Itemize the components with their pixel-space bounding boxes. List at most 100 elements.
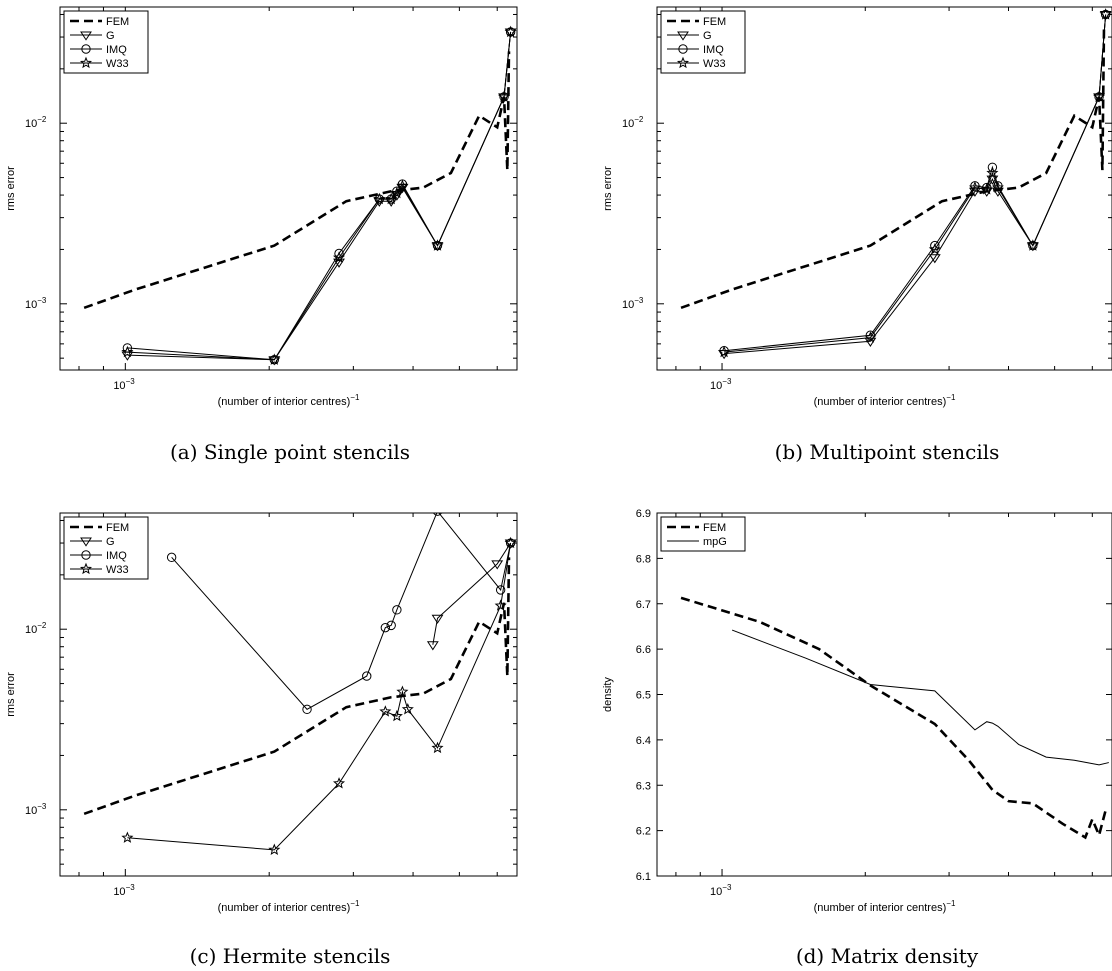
data-point-imq: [433, 513, 442, 516]
series-group: [680, 596, 1109, 840]
legend-label: W33: [106, 58, 129, 70]
y-axis-label: rms error: [5, 672, 17, 717]
y-tick-label: 10−2: [25, 115, 47, 130]
data-point-g: [431, 614, 444, 624]
data-point-w33: [396, 179, 409, 191]
data-point-w33: [121, 831, 134, 843]
y-axis-label: rms error: [602, 166, 614, 211]
series-line-w33: [127, 31, 512, 361]
y-axis-label: density: [602, 677, 614, 712]
legend-label: G: [106, 536, 115, 548]
data-point-imq: [495, 585, 506, 595]
data-point-w33: [332, 777, 346, 789]
x-axis-label: (number of interior centres)−1: [218, 393, 360, 408]
panel-b: 10−3 10−3 10−2 (number of interior centres)…: [602, 6, 1112, 464]
y-tick-label: 10−2: [25, 621, 47, 636]
data-point-g: [333, 258, 345, 268]
x-axis-label: (number of interior centres)−1: [814, 899, 956, 914]
legend-label: W33: [703, 58, 726, 70]
legend-box: [660, 516, 746, 552]
legend-marker: [80, 537, 92, 547]
plot-frame: [656, 6, 1112, 371]
data-point-imq: [122, 343, 133, 353]
legend-marker: [80, 31, 92, 41]
y-tick-label: 10−3: [25, 296, 47, 311]
data-point-w33: [1026, 239, 1039, 251]
y-tick-label: 6.8: [636, 553, 651, 565]
y-tick-label: 6.7: [636, 599, 651, 611]
data-point-w33: [718, 345, 731, 358]
legend-marker: [81, 550, 91, 560]
x-axis-label: (number of interior centres)−1: [814, 393, 956, 408]
y-tick-label: 10−3: [622, 296, 644, 311]
legend-label: IMQ: [703, 44, 724, 56]
series-line-fem: [83, 51, 511, 310]
data-point-w33: [431, 741, 444, 754]
x-axis-label: (number of interior centres)−1: [218, 899, 360, 914]
y-tick-label: 6.6: [636, 644, 651, 656]
data-point-w33: [268, 353, 281, 365]
y-tick-label: 6.4: [636, 735, 651, 747]
y-tick-label: 10−2: [622, 115, 644, 130]
data-point-w33: [379, 705, 392, 717]
y-tick-label: 6.2: [636, 826, 651, 838]
series-line-g: [724, 14, 1107, 355]
data-point-w33: [332, 251, 346, 263]
legend-label: FEM: [703, 522, 726, 534]
data-point-w33: [390, 186, 403, 199]
data-point-w33: [385, 192, 398, 205]
series-line-w33: [127, 542, 512, 851]
panel-caption: (a) Single point stencils: [170, 440, 410, 464]
series-line-fem: [680, 24, 1106, 310]
series-line-imq: [127, 31, 512, 361]
data-point-w33: [1093, 90, 1106, 102]
legend-label: G: [106, 30, 115, 42]
legend-marker: [81, 44, 91, 54]
panel-caption: (d) Matrix density: [796, 944, 979, 968]
data-point-w33: [864, 331, 877, 343]
data-point-g: [491, 560, 504, 570]
legend-marker: [676, 56, 690, 69]
legend: FEM G IMQ W33: [660, 10, 746, 74]
data-point-imq: [386, 620, 396, 631]
data-point-w33: [968, 181, 981, 193]
y-axis-label: rms error: [5, 166, 17, 211]
data-point-w33: [396, 685, 409, 697]
legend-marker: [678, 44, 688, 54]
series-line-imq: [171, 513, 512, 710]
plot-frame: [59, 512, 518, 877]
y-tick-label: 6.1: [636, 871, 651, 883]
data-point-w33: [431, 239, 444, 251]
legend-marker: [79, 56, 93, 69]
data-point-g: [426, 641, 439, 651]
legend-label: IMQ: [106, 550, 127, 562]
data-point-w33: [390, 709, 403, 722]
data-point-imq: [392, 605, 402, 615]
data-point-w33: [401, 703, 414, 715]
y-tick-label: 6.3: [636, 780, 651, 792]
data-point-imq: [987, 162, 998, 172]
legend-marker: [677, 31, 689, 41]
series-line-g: [127, 31, 512, 361]
series-line-w33: [724, 14, 1107, 353]
data-point-w33: [121, 345, 134, 358]
data-point-w33: [497, 90, 511, 102]
data-point-w33: [928, 243, 941, 255]
data-point-imq: [362, 671, 372, 681]
legend-label: IMQ: [106, 44, 127, 56]
legend-label: FEM: [106, 16, 129, 28]
legend: FEM mpG: [660, 516, 746, 552]
legend-marker: [79, 562, 93, 575]
data-point-g: [864, 337, 877, 347]
series-group: [680, 8, 1112, 360]
data-point-imq: [166, 552, 177, 563]
plot-frame: [59, 6, 518, 371]
x-tick-label: 10−3: [710, 377, 732, 392]
panel-caption: (c) Hermite stencils: [190, 944, 391, 968]
y-tick-label: 10−3: [25, 802, 47, 817]
panel-c: 10−3 10−3 10−2 (number of interior centres)…: [5, 512, 518, 968]
series-group: [83, 25, 517, 366]
series-line-fem: [83, 557, 511, 816]
panel-a: 10−3 10−3 10−2 (number of interior centres)…: [5, 6, 518, 464]
